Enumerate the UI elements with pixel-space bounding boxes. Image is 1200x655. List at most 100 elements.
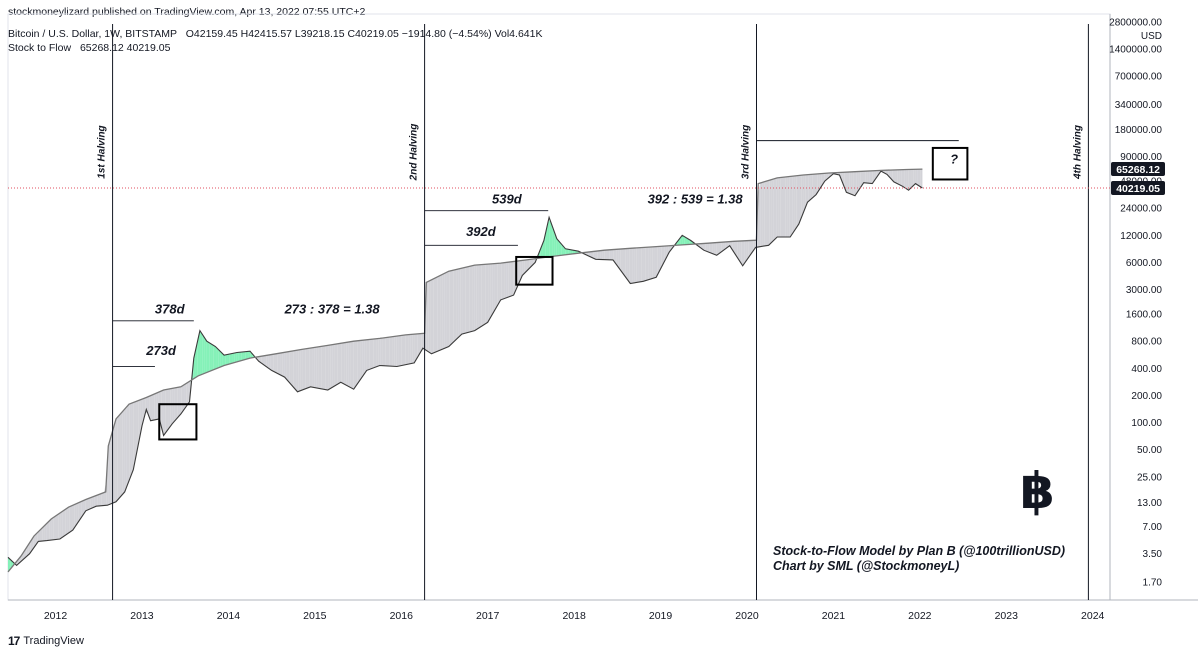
fill-band	[618, 249, 621, 271]
fill-band	[469, 265, 473, 332]
fill-band	[261, 355, 265, 366]
fill-band	[257, 356, 260, 362]
fill-band	[730, 241, 733, 251]
fill-band	[355, 340, 358, 387]
fill-band	[101, 492, 105, 506]
fill-band	[168, 388, 171, 430]
fill-band	[595, 250, 598, 260]
fill-band	[842, 172, 845, 189]
fill-band	[323, 345, 326, 390]
fill-band	[120, 411, 123, 498]
fill-band	[764, 180, 767, 246]
fill-band	[766, 180, 770, 246]
y-tick-label: 2800000.00	[1109, 18, 1162, 29]
fill-band	[357, 340, 361, 384]
fill-band	[901, 169, 905, 188]
published-by-text: stockmoneylizard published on TradingVie…	[8, 6, 366, 18]
fill-band	[723, 241, 726, 251]
fill-band	[289, 351, 292, 385]
y-tick-label: 13.00	[1137, 498, 1162, 509]
fill-band	[652, 246, 655, 279]
fill-band	[494, 263, 498, 310]
fill-band	[133, 401, 137, 468]
fill-band	[99, 493, 102, 506]
fill-band	[373, 338, 377, 368]
fill-band	[769, 179, 772, 245]
fill-band	[794, 175, 797, 231]
fill-band	[702, 243, 706, 251]
fill-band	[277, 353, 281, 375]
fill-band	[378, 338, 381, 367]
fill-band	[863, 171, 866, 184]
fill-band	[318, 346, 322, 389]
fill-band	[131, 402, 134, 475]
fill-band	[638, 247, 642, 283]
fill-band	[216, 347, 219, 369]
fill-band	[129, 403, 132, 481]
tradingview-footer[interactable]: 17 TradingView	[8, 634, 84, 648]
fill-band	[188, 380, 191, 404]
fill-band	[362, 340, 365, 377]
x-tick-label: 2015	[303, 610, 327, 622]
indicator-legend: Stock to Flow 65268.12 40219.05	[8, 42, 170, 54]
fill-band	[629, 248, 633, 284]
x-tick-label: 2018	[562, 610, 586, 622]
fill-band	[364, 339, 367, 374]
fill-band	[760, 182, 763, 247]
fill-band	[60, 511, 63, 539]
fill-band	[236, 352, 239, 362]
fill-band	[186, 381, 189, 407]
fill-band	[275, 353, 278, 374]
fill-band	[78, 501, 82, 522]
fill-band	[136, 400, 139, 457]
bitcoin-icon: ฿	[1020, 463, 1055, 519]
fill-band	[282, 352, 285, 378]
fill-band	[449, 270, 452, 347]
fill-band	[46, 521, 50, 541]
y-tick-label: 25.00	[1137, 472, 1162, 483]
fill-band	[446, 271, 450, 348]
fill-band	[648, 246, 651, 280]
s2f-axis-label-bg	[1111, 162, 1165, 177]
fill-band	[657, 246, 660, 276]
fill-band	[483, 264, 486, 325]
fill-band	[412, 334, 415, 364]
fill-band	[442, 273, 445, 350]
x-tick-label: 2021	[822, 610, 846, 622]
fill-band	[497, 263, 500, 306]
fill-band	[369, 339, 372, 370]
fill-band	[88, 497, 91, 510]
fill-band	[181, 384, 185, 413]
fill-band	[161, 390, 164, 435]
fill-band	[604, 250, 607, 260]
fill-band	[113, 420, 116, 503]
fill-band	[220, 351, 223, 367]
fill-band	[122, 409, 125, 495]
fill-band	[542, 234, 546, 258]
fill-band	[906, 169, 909, 191]
fill-band	[211, 344, 214, 371]
fill-band	[568, 249, 571, 255]
fill-band	[636, 247, 639, 283]
fill-band	[869, 170, 873, 184]
fill-band	[316, 346, 319, 389]
fill-band	[641, 247, 644, 282]
fill-band	[108, 436, 111, 505]
fill-band	[124, 406, 127, 493]
fill-band	[499, 262, 502, 302]
y-tick-label: 100.00	[1131, 418, 1162, 429]
fill-band	[421, 333, 425, 351]
fill-band	[273, 353, 276, 373]
fill-band	[307, 348, 310, 388]
fill-band	[85, 498, 89, 511]
x-tick-label: 2024	[1081, 610, 1105, 622]
fill-band	[248, 351, 251, 359]
fill-band	[474, 264, 477, 331]
fill-band	[467, 266, 470, 333]
price-axis-label-bg	[1111, 180, 1165, 195]
fill-band	[453, 269, 457, 342]
fill-band	[300, 349, 303, 391]
fill-band	[350, 341, 354, 389]
fill-band	[92, 496, 95, 508]
